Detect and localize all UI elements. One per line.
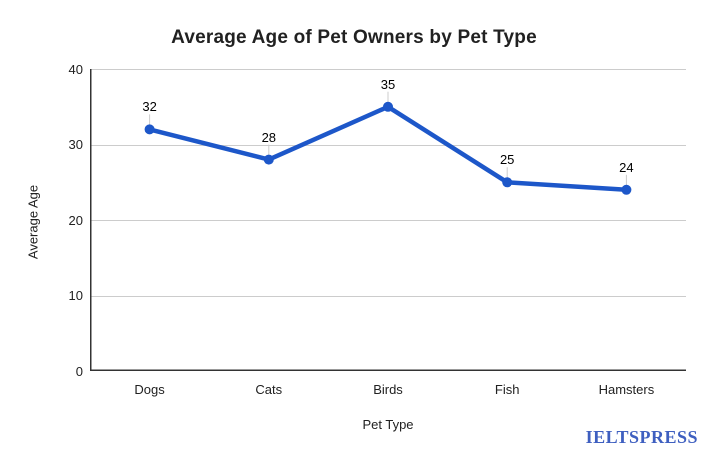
y-tick-label-40: 40 — [68, 61, 83, 77]
x-tick-label-fish: Fish — [494, 382, 520, 397]
x-tick-label-cats: Cats — [255, 382, 283, 397]
x-tick-label-birds: Birds — [373, 382, 403, 397]
x-axis-title: Pet Type — [362, 417, 414, 432]
watermark: IELTSPRESS — [585, 427, 698, 447]
data-label-dogs: 32 — [142, 99, 157, 115]
y-tick-label-20: 20 — [68, 212, 83, 228]
data-label-fish: 25 — [499, 152, 515, 168]
chart-title: Average Age of Pet Owners by Pet Type — [171, 27, 537, 48]
y-axis-title: Average Age — [25, 184, 41, 260]
data-label-birds: 35 — [380, 76, 396, 92]
data-label-cats: 28 — [261, 129, 277, 145]
plot-area — [90, 69, 686, 371]
data-point-hamsters — [621, 184, 632, 195]
x-tick-label-hamsters: Hamsters — [598, 382, 655, 397]
y-tick-label-0: 0 — [75, 363, 83, 379]
line-chart-svg — [90, 69, 686, 371]
x-tick-label-dogs: Dogs — [134, 382, 165, 397]
data-point-birds — [383, 101, 393, 112]
data-point-fish — [502, 177, 513, 188]
data-point-cats — [263, 154, 274, 165]
data-label-hamsters: 24 — [619, 159, 634, 175]
series-line — [147, 104, 629, 193]
y-tick-label-10: 10 — [68, 288, 83, 303]
y-tick-label-30: 30 — [68, 137, 83, 152]
data-point-dogs — [144, 124, 155, 135]
